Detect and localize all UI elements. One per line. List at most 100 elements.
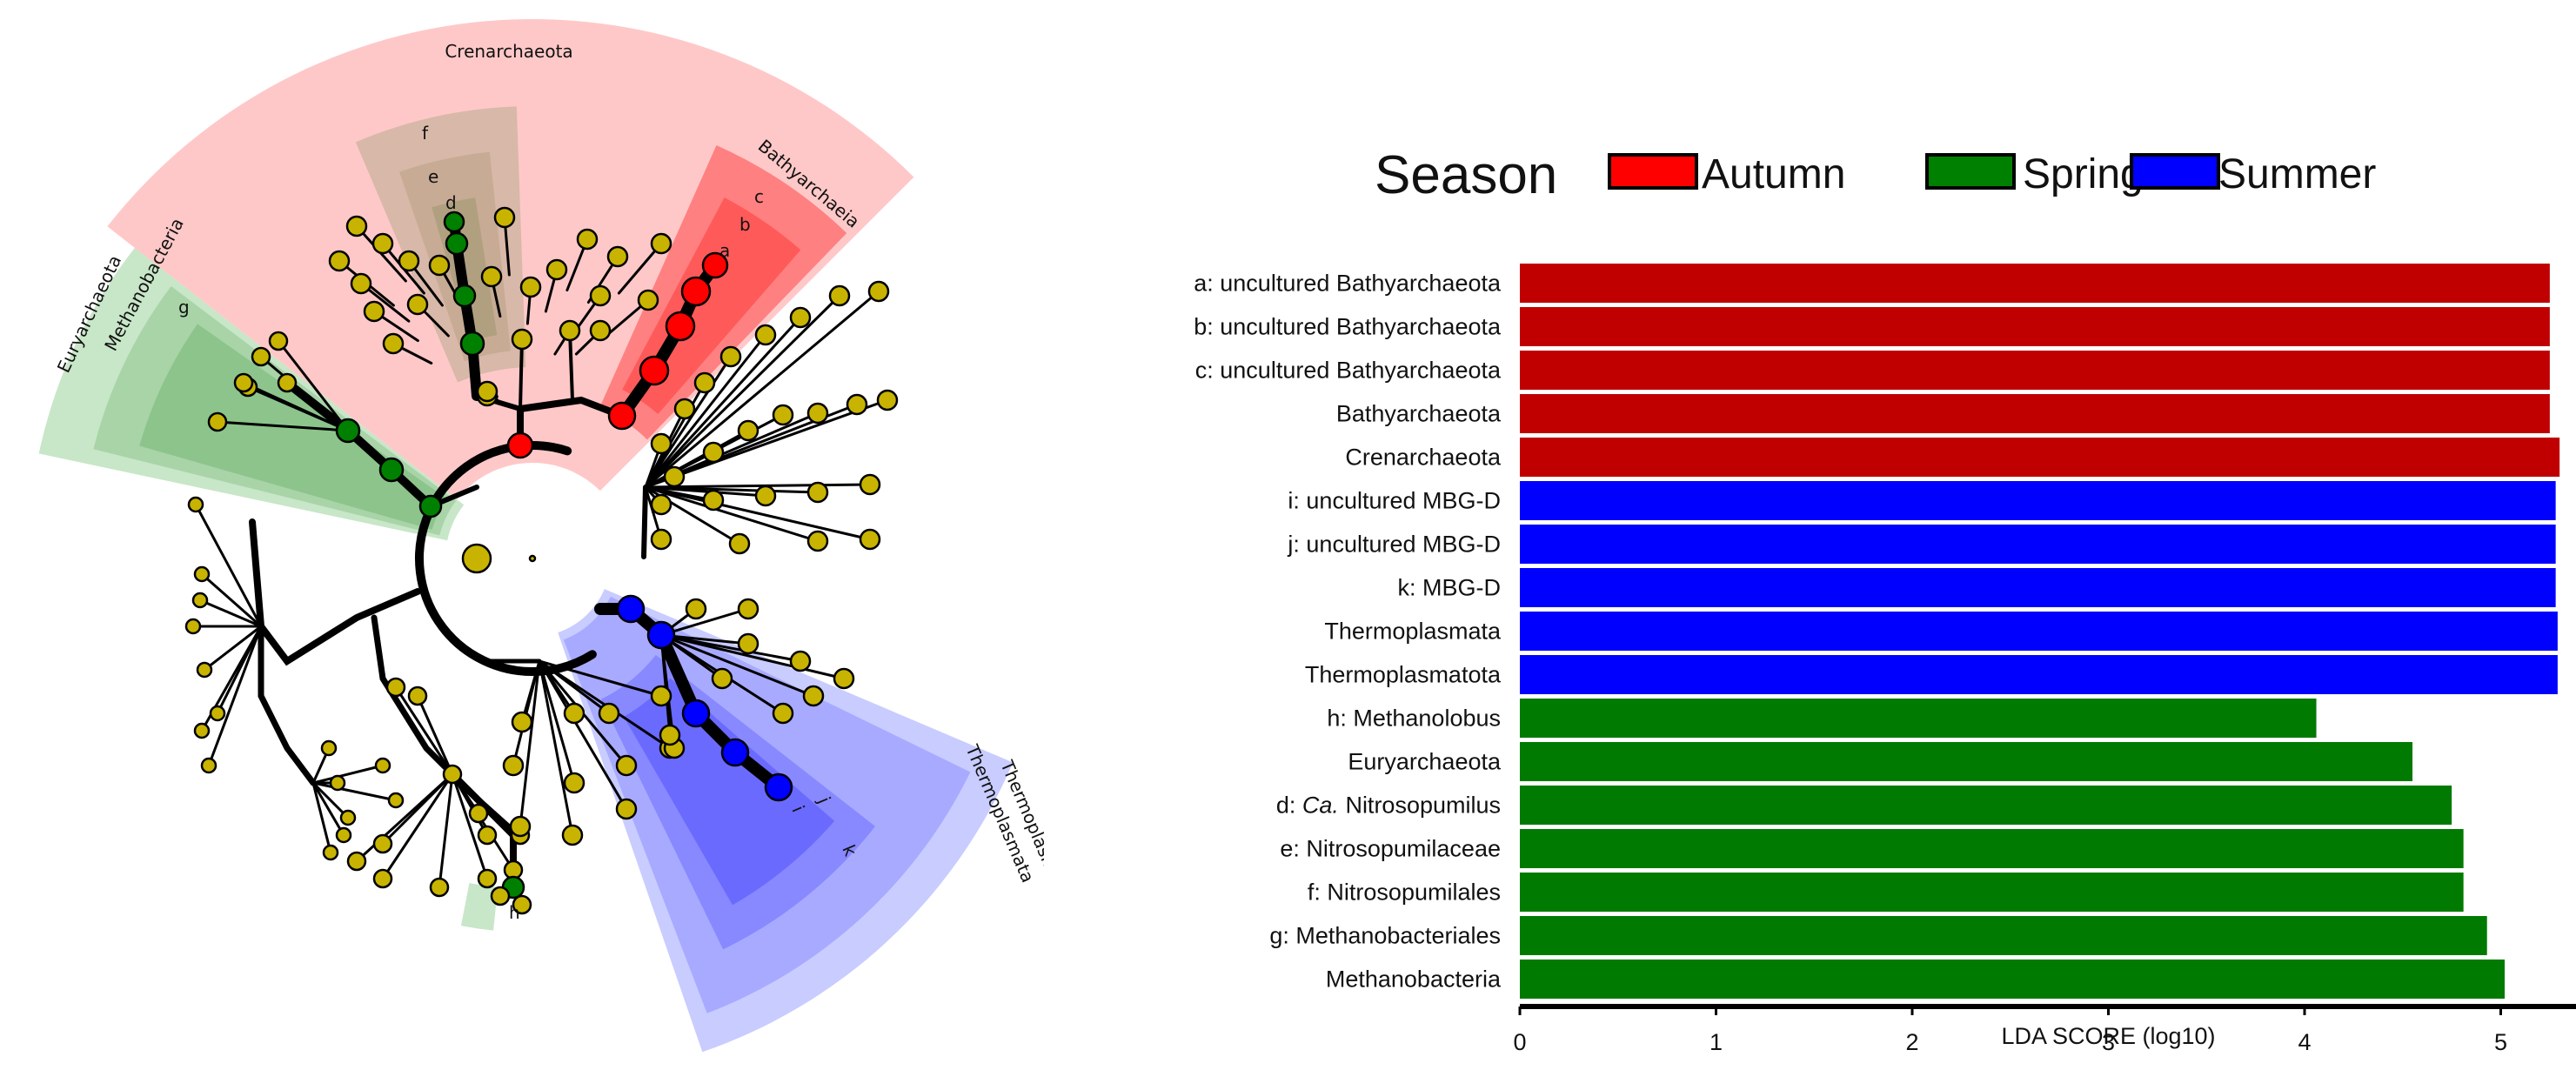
root-node xyxy=(461,543,492,574)
branch xyxy=(258,623,317,786)
branch xyxy=(198,599,263,628)
branch xyxy=(259,355,350,432)
branch xyxy=(203,625,263,672)
x-tick-label: 0 xyxy=(1513,1029,1526,1055)
leaf-node xyxy=(511,711,533,733)
branch xyxy=(644,333,767,489)
node-f xyxy=(459,331,485,357)
leaf-node xyxy=(493,206,516,229)
leaf-node xyxy=(382,332,405,355)
branch xyxy=(371,614,456,778)
letter-d: d xyxy=(445,192,457,213)
x-tick-label: 2 xyxy=(1905,1029,1918,1055)
branch xyxy=(311,764,385,785)
bar xyxy=(1520,525,2556,564)
leaf-node xyxy=(519,276,542,298)
node-thermoplasmatota xyxy=(616,594,646,624)
branch xyxy=(659,633,815,698)
leaf-node xyxy=(846,393,868,416)
branch xyxy=(538,659,574,837)
leaf-node xyxy=(322,844,339,861)
branch xyxy=(311,781,350,819)
leaf-node xyxy=(789,650,812,672)
leaf-node xyxy=(737,419,759,442)
leaf-node xyxy=(193,565,211,583)
legend-title: Season xyxy=(1375,145,1557,205)
leaf-node xyxy=(561,824,584,846)
leaf-node xyxy=(650,493,672,516)
leaf-node xyxy=(673,398,696,420)
leaf-node xyxy=(480,265,503,288)
bar-label: Euryarchaeota xyxy=(1348,749,1502,775)
leaf-node xyxy=(429,877,450,898)
branch xyxy=(568,329,574,402)
node-i xyxy=(764,772,793,802)
letter-e: e xyxy=(428,166,438,187)
leaf-node xyxy=(372,833,393,854)
bar xyxy=(1520,742,2413,781)
leaf-node xyxy=(563,772,585,794)
x-axis: 0123456 xyxy=(1513,1004,2576,1055)
leaf-node xyxy=(615,798,638,820)
leaf-node xyxy=(650,432,672,455)
bar-label: Bathyarchaeota xyxy=(1336,401,1502,427)
bar xyxy=(1520,307,2550,346)
branch xyxy=(200,572,263,628)
letter-c: c xyxy=(754,186,764,207)
branch xyxy=(659,633,672,737)
leaf-node xyxy=(737,598,759,620)
bar xyxy=(1520,351,2550,390)
legend-swatch-autumn xyxy=(1608,153,1698,190)
leaf-node xyxy=(754,485,777,507)
legend-label-autumn: Autumn xyxy=(1702,151,1845,197)
branch xyxy=(644,355,733,489)
bar-label: Crenarchaeota xyxy=(1345,445,1502,471)
leaf-node xyxy=(477,825,498,846)
leaf-node xyxy=(789,306,812,329)
branch xyxy=(644,398,889,489)
bar xyxy=(1520,960,2506,999)
leaf-node xyxy=(371,232,394,255)
leaf-node xyxy=(828,284,851,307)
leaf-node xyxy=(545,258,568,281)
leaf-node xyxy=(802,685,825,707)
bar-label: i: uncultured MBG-D xyxy=(1288,488,1501,514)
branch xyxy=(641,485,648,559)
branch xyxy=(216,625,263,715)
branch xyxy=(644,294,841,489)
leaf-node xyxy=(559,319,581,342)
leaf-node xyxy=(385,677,406,698)
leaf-node xyxy=(191,592,209,609)
branch xyxy=(451,772,489,880)
leaf-node xyxy=(606,245,629,268)
branch xyxy=(381,772,454,880)
leaf-node xyxy=(251,346,271,367)
leaf-node xyxy=(806,481,829,504)
bar-label: d: Ca. Nitrosopumilus xyxy=(1276,792,1501,819)
leaf-node xyxy=(442,764,463,785)
leaf-node xyxy=(598,702,620,725)
node-a xyxy=(680,276,712,307)
bar-label: k: MBG-D xyxy=(1398,575,1502,601)
x-tick-label: 3 xyxy=(2102,1029,2115,1055)
leaf-node xyxy=(711,667,733,690)
node-euryarchaeota xyxy=(418,494,443,518)
leaf-node xyxy=(200,757,217,774)
branch xyxy=(277,339,350,432)
leaf-node xyxy=(196,661,213,679)
leaf-node xyxy=(328,250,351,272)
leaf-node xyxy=(339,809,357,826)
leaf-node xyxy=(490,886,511,906)
node-c xyxy=(639,355,670,386)
leaf-node xyxy=(350,272,372,295)
bar xyxy=(1520,394,2550,433)
bar xyxy=(1520,264,2550,303)
leaf-node xyxy=(374,757,391,774)
legend-swatch-spring xyxy=(1925,153,2016,190)
leaf-node xyxy=(184,618,202,635)
leaf-node xyxy=(806,402,829,425)
leaf-node xyxy=(335,826,352,844)
branch xyxy=(242,381,350,432)
leaf-node xyxy=(589,319,612,342)
leaf-node xyxy=(512,894,532,915)
